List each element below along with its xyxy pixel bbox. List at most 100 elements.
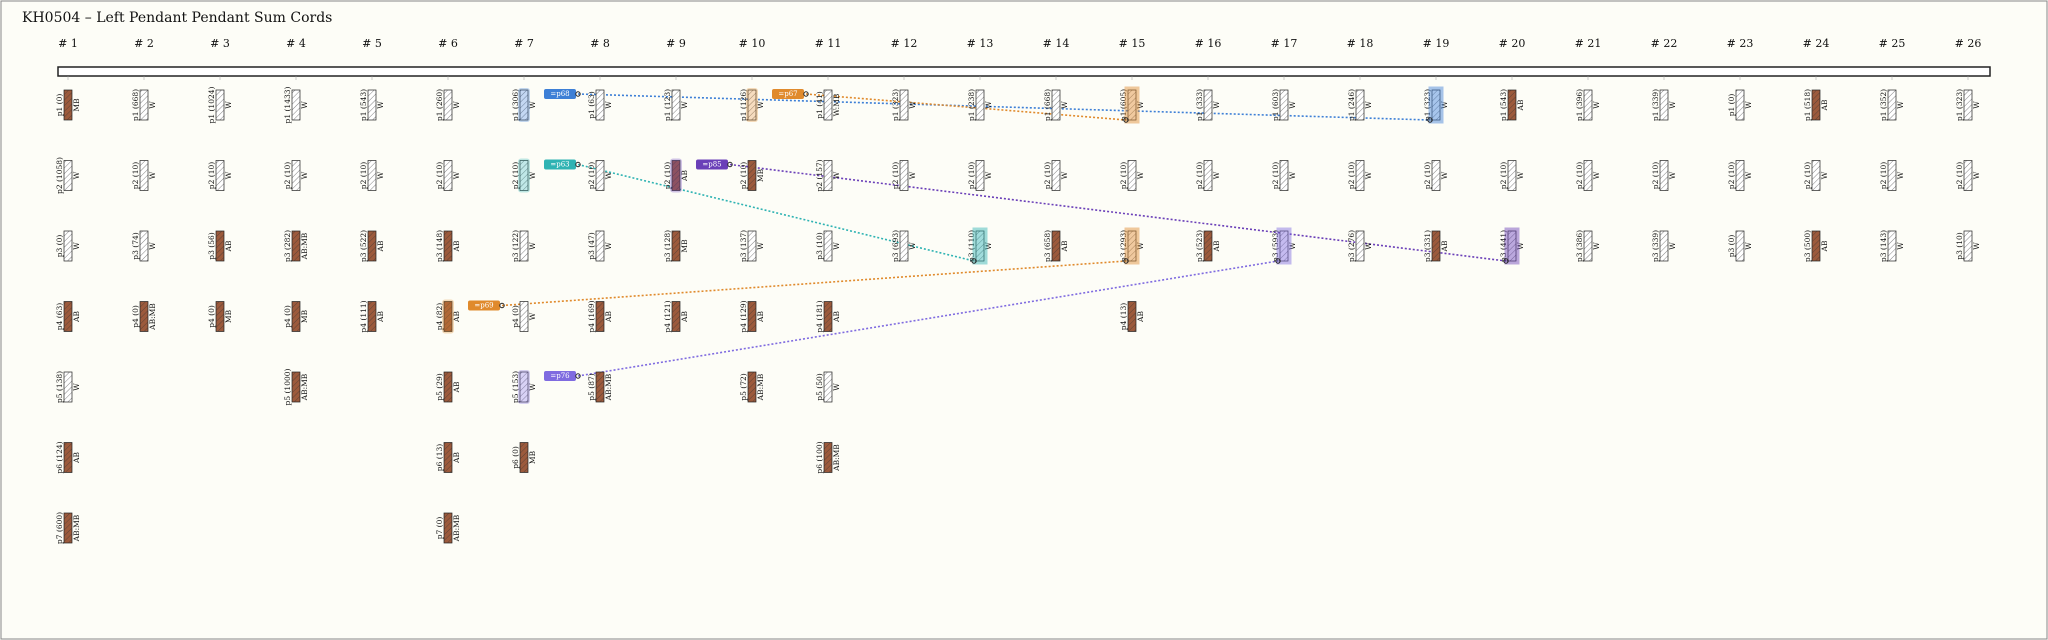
cord-color: AB xyxy=(604,311,613,323)
sum-tag-end xyxy=(803,91,809,97)
cord-hatch xyxy=(596,301,604,332)
sum-target-box xyxy=(1428,86,1444,124)
cord-hatch xyxy=(520,90,528,120)
cord-color: AB:MB xyxy=(72,514,81,542)
cord-hatch xyxy=(64,90,72,120)
cord-color: W xyxy=(908,171,917,179)
cord-label: p3 (0) xyxy=(1727,235,1736,258)
cord-hatch xyxy=(824,442,832,473)
cord-color: W xyxy=(1896,171,1905,179)
cord-hatch xyxy=(824,301,832,332)
cord-hatch xyxy=(140,160,148,191)
cord-color: AB xyxy=(1516,99,1525,111)
cord-color: MB xyxy=(528,450,537,464)
cord-hatch xyxy=(900,160,908,191)
cord-color: W xyxy=(1440,101,1449,109)
cord-color: AB xyxy=(680,311,689,323)
cord-label: p2 (10) xyxy=(511,162,520,189)
cord-hatch xyxy=(64,372,72,402)
cord-color: W xyxy=(528,383,537,391)
cord-color: W xyxy=(376,171,385,179)
cord-hatch xyxy=(596,231,604,261)
cord-hatch xyxy=(444,90,452,120)
cord-hatch xyxy=(1052,90,1060,120)
cord-color: W xyxy=(1972,171,1981,179)
cord-hatch xyxy=(64,301,72,332)
cord-color: W xyxy=(908,101,917,109)
cord-label: p3 (522) xyxy=(359,230,368,262)
cord-color: W xyxy=(376,101,385,109)
cord-color: W xyxy=(1592,171,1601,179)
cord-hatch xyxy=(1584,231,1592,261)
cord-color: AB xyxy=(376,311,385,323)
cord-label: p2 (10) xyxy=(1423,162,1432,189)
cord-label: p4 (0) xyxy=(283,305,292,328)
cord-label: p4 (121) xyxy=(663,300,672,332)
cord-label: p3 (143) xyxy=(1879,230,1888,262)
cord-label: p1 (238) xyxy=(967,89,976,121)
cord-hatch xyxy=(140,231,148,261)
cord-color: W xyxy=(72,383,81,391)
cord-hatch xyxy=(1356,231,1364,261)
cord-color: AB:MB xyxy=(452,514,461,542)
cord-label: p3 (74) xyxy=(131,232,140,259)
group-label: # 11 xyxy=(815,37,842,50)
cord-label: p2 (157) xyxy=(815,159,824,191)
cord-label: p5 (1000) xyxy=(283,368,292,405)
sum-source-band xyxy=(518,88,530,122)
cord-label: p1 (396) xyxy=(1575,89,1584,121)
cord-hatch xyxy=(976,231,984,261)
cord-hatch xyxy=(596,160,604,191)
cord-label: p3 (122) xyxy=(511,230,520,262)
sum-tag-end xyxy=(575,161,581,168)
cord-label: p2 (10) xyxy=(207,162,216,189)
cord-color: W xyxy=(1516,171,1525,179)
cord-color: W xyxy=(832,242,841,250)
cord-color: W xyxy=(1212,101,1221,109)
cord-hatch xyxy=(976,90,984,120)
cord-label: p2 (10) xyxy=(1043,162,1052,189)
group-label: # 10 xyxy=(739,37,766,50)
sum-tag-end xyxy=(575,91,581,97)
cord-hatch xyxy=(1280,231,1288,261)
cord-color: W xyxy=(1136,242,1145,250)
group-label: # 9 xyxy=(666,37,686,50)
cord-label: p5 (153) xyxy=(511,371,520,403)
cord-color: MB xyxy=(300,309,309,323)
cord-label: p1 (323) xyxy=(1955,89,1964,121)
cord-label: p4 (63) xyxy=(55,303,64,330)
cord-color: AB xyxy=(756,311,765,323)
cord-hatch xyxy=(216,90,224,120)
cord-color: MB xyxy=(756,168,765,182)
cord-hatch xyxy=(1888,231,1896,261)
cord-hatch xyxy=(444,442,452,473)
cord-color: W xyxy=(1212,171,1221,179)
sum-link xyxy=(501,260,1127,307)
cord-label: p3 (47) xyxy=(587,232,596,259)
cord-label: p5 (87) xyxy=(587,373,596,400)
cord-label: p2 (10) xyxy=(1575,162,1584,189)
cord-label: p5 (138) xyxy=(55,371,64,403)
cord-hatch xyxy=(1128,231,1136,261)
cord-color: AB xyxy=(452,452,461,464)
cord-color: W xyxy=(1668,101,1677,109)
cord-hatch xyxy=(1356,160,1364,191)
cord-label: p1 (352) xyxy=(1879,89,1888,121)
cord-color: W xyxy=(300,101,309,109)
sum-source-band xyxy=(670,158,682,193)
cord-hatch xyxy=(216,231,224,261)
group-label: # 3 xyxy=(210,37,230,50)
group-label: # 4 xyxy=(286,37,306,50)
cord-label: p1 (543) xyxy=(359,89,368,121)
cord-label: p6 (124) xyxy=(55,441,64,473)
title: KH0504 – Left Pendant Pendant Sum Cords xyxy=(22,10,332,26)
cord-color: W xyxy=(452,101,461,109)
cord-hatch xyxy=(520,372,528,402)
cord-hatch xyxy=(748,301,756,332)
cord-hatch xyxy=(520,160,528,191)
group-label: # 7 xyxy=(514,37,534,50)
cord-hatch xyxy=(1204,160,1212,191)
cord-label: p2 (10) xyxy=(1879,162,1888,189)
cord-hatch xyxy=(368,160,376,191)
cord-hatch xyxy=(444,301,452,332)
